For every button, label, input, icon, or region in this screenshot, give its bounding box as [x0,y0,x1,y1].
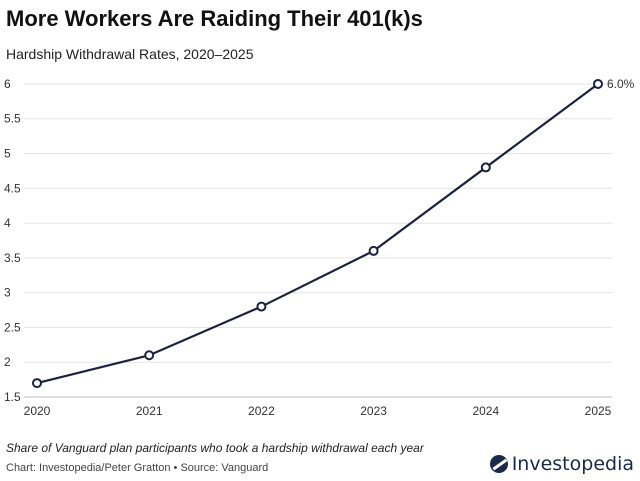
y-tick-label: 3 [4,286,11,300]
data-point [144,350,155,361]
grid-lines [24,83,612,398]
y-tick-label: 1.5 [4,390,21,404]
x-tick-label: 2021 [136,404,163,418]
chart-note: Share of Vanguard plan participants who … [6,441,424,455]
series-line [36,83,599,385]
x-tick-label: 2023 [360,404,387,418]
data-point [480,162,491,173]
x-tick-label: 2024 [472,404,499,418]
y-tick-label: 5 [4,147,11,161]
series-layer: 6.0% [32,77,635,389]
investopedia-logo: Investopedia [489,453,634,475]
chart-source: Chart: Investopedia/Peter Gratton • Sour… [6,462,269,474]
y-tick-label: 3.5 [4,251,21,265]
data-point [256,301,267,312]
x-tick-label: 2025 [585,404,612,418]
y-tick-label: 6 [4,77,11,91]
y-axis-ticks: 1.5 2 2.5 3 3.5 4 4.5 5 5.5 6 [4,77,21,404]
data-point [593,78,603,89]
x-axis-ticks: 2020 2021 2022 2023 2024 2025 [24,404,612,418]
chart-subtitle: Hardship Withdrawal Rates, 2020–2025 [6,46,254,62]
data-point [32,378,42,389]
y-tick-label: 5.5 [4,112,21,126]
x-tick-label: 2020 [24,404,51,418]
y-tick-label: 2.5 [4,320,21,334]
data-label: 6.0% [607,77,635,91]
investopedia-logo-icon [489,455,508,473]
y-tick-label: 2 [4,355,11,369]
y-tick-label: 4.5 [4,181,21,195]
data-point [368,245,379,256]
x-tick-label: 2022 [248,404,275,418]
chart-title: More Workers Are Raiding Their 401(k)s [6,6,423,31]
y-tick-label: 4 [4,216,11,230]
logo-text: Investopedia [511,453,634,475]
